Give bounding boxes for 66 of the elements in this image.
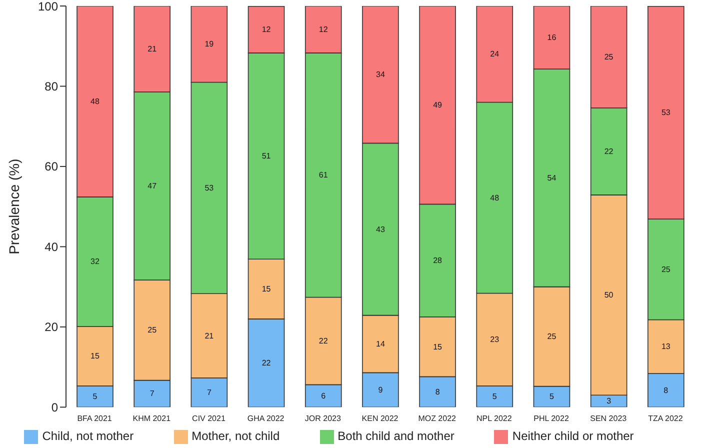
y-tick-label: 0 <box>51 400 58 414</box>
data-label: 12 <box>318 24 328 34</box>
y-tick-label: 100 <box>38 0 58 14</box>
data-label: 43 <box>376 224 386 234</box>
data-label: 53 <box>661 108 671 118</box>
data-label: 12 <box>262 25 272 34</box>
data-label: 7 <box>206 388 212 398</box>
y-tick-label: 40 <box>44 240 58 254</box>
data-label: 21 <box>148 44 158 54</box>
data-label: 22 <box>262 358 272 368</box>
data-label: 25 <box>148 326 158 335</box>
data-label: 14 <box>376 339 386 348</box>
x-tick-label: MOZ 2022 <box>418 414 457 423</box>
data-label: 23 <box>490 335 500 344</box>
data-label: 16 <box>547 32 557 42</box>
data-label: 15 <box>433 342 443 352</box>
x-tick-label: SEN 2023 <box>590 414 628 423</box>
data-label: 15 <box>262 284 272 294</box>
data-label: 19 <box>204 40 214 49</box>
legend-label: Mother, not child <box>192 429 280 444</box>
x-tick-label: PHL 2022 <box>534 414 570 423</box>
data-label: 50 <box>604 290 614 300</box>
data-label: 24 <box>490 50 500 59</box>
x-tick-label: BFA 2021 <box>77 414 112 423</box>
y-tick-label: 80 <box>44 79 58 94</box>
data-label: 53 <box>204 183 214 192</box>
data-label: 25 <box>661 264 671 274</box>
data-label: 54 <box>547 173 557 182</box>
data-label: 21 <box>204 331 214 340</box>
data-label: 3 <box>606 396 612 406</box>
x-tick-label: NPL 2022 <box>476 414 512 423</box>
data-label: 9 <box>378 385 384 394</box>
data-label: 13 <box>661 342 671 352</box>
data-label: 7 <box>150 389 155 398</box>
data-label: 5 <box>550 392 554 402</box>
data-label: 32 <box>90 257 100 266</box>
data-label: 28 <box>433 256 443 266</box>
data-label: 51 <box>262 152 272 161</box>
data-label: 25 <box>547 332 557 342</box>
data-label: 34 <box>376 70 386 80</box>
data-label: 6 <box>321 391 326 400</box>
data-label: 61 <box>318 170 328 180</box>
data-label: 15 <box>90 352 100 361</box>
data-label: 5 <box>92 392 98 402</box>
x-tick-label: CIV 2021 <box>192 414 226 423</box>
data-label: 8 <box>664 386 669 395</box>
data-label: 22 <box>604 146 614 156</box>
legend-label: Both child and mother <box>338 429 454 444</box>
legend-label: Child, not mother <box>42 429 134 444</box>
data-label: 48 <box>490 193 500 202</box>
y-tick-label: 60 <box>44 160 58 174</box>
data-label: 25 <box>604 52 614 62</box>
legend-label: Neither child or mother <box>512 429 634 444</box>
data-label: 8 <box>435 387 440 396</box>
x-tick-label: KHM 2021 <box>132 414 172 423</box>
y-axis-title: Prevalence (%) <box>6 158 22 254</box>
x-tick-label: JOR 2023 <box>304 414 342 423</box>
x-tick-label: GHA 2022 <box>247 414 285 423</box>
data-label: 22 <box>318 336 328 346</box>
x-tick-label: TZA 2022 <box>648 414 684 423</box>
data-label: 5 <box>492 392 498 402</box>
data-label: 49 <box>433 100 443 110</box>
y-tick-label: 20 <box>44 320 58 334</box>
data-label: 48 <box>90 96 100 106</box>
x-tick-label: KEN 2022 <box>362 414 399 423</box>
data-label: 47 <box>148 181 158 190</box>
